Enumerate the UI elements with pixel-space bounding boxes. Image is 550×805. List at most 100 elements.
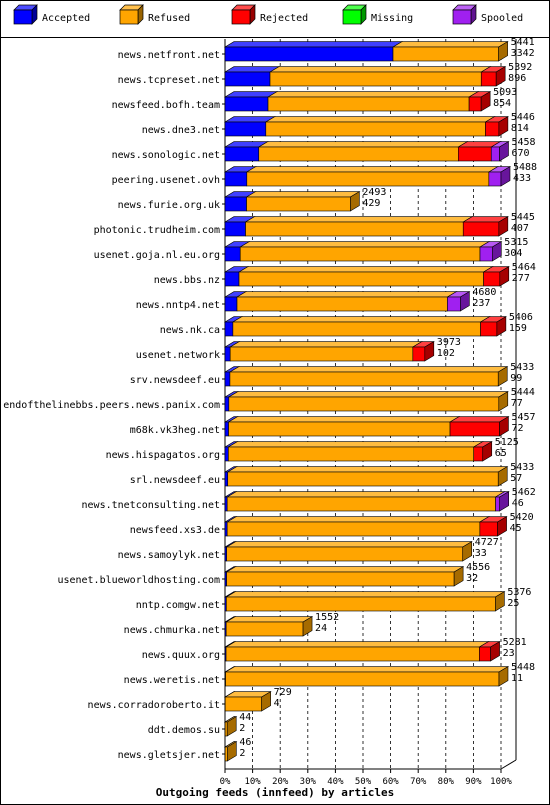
bar-segment xyxy=(483,271,501,287)
value-labels: 5441334253928965093854544681454586705488… xyxy=(239,37,537,759)
bar-segment xyxy=(224,296,238,312)
bar-end-face xyxy=(498,391,509,412)
value-label-second: 814 xyxy=(511,123,529,134)
bar-segment xyxy=(229,346,414,362)
value-label-total: 5458 xyxy=(511,137,535,148)
bar-segment xyxy=(232,321,481,337)
bar-end-face xyxy=(498,116,509,137)
x-tick-label: 10% xyxy=(244,777,261,787)
value-label-total: 46 xyxy=(239,737,251,748)
bar-row xyxy=(223,316,507,337)
bar-row xyxy=(223,441,493,462)
category-label: photonic.trudheim.com xyxy=(94,225,220,236)
value-label-total: 1552 xyxy=(315,612,339,623)
bar-row xyxy=(223,141,510,162)
bar-row xyxy=(223,216,509,237)
value-label-second: 46 xyxy=(512,498,524,509)
bar-segment xyxy=(226,496,496,512)
bar-segment xyxy=(462,221,500,237)
x-tick-label: 100% xyxy=(490,777,512,787)
bar-segment xyxy=(225,646,480,662)
bar-end-face xyxy=(498,666,509,687)
bar-segment xyxy=(224,221,246,237)
x-tick-label: 80% xyxy=(438,777,455,787)
category-label: news.gletsjer.net xyxy=(118,750,220,761)
category-label: ddt.demos.su xyxy=(148,725,220,736)
value-label-total: 4727 xyxy=(475,537,499,548)
bar-segment xyxy=(224,446,229,462)
bar-row xyxy=(223,741,238,762)
bar-end-face xyxy=(497,466,508,487)
bar-row xyxy=(223,716,238,737)
value-label-second: 429 xyxy=(362,198,380,209)
bar-end-face xyxy=(302,616,313,637)
bar-segment xyxy=(226,546,464,562)
bar-end-face xyxy=(350,191,360,212)
bar-segment xyxy=(238,271,484,287)
bar-segment-top xyxy=(224,641,490,648)
bar-segment xyxy=(495,496,500,512)
bar-segment xyxy=(246,196,351,212)
value-label-second: 2 xyxy=(239,748,245,759)
bar-segment xyxy=(224,371,231,387)
bar-row xyxy=(223,341,435,362)
bar-end-face xyxy=(498,41,508,62)
bar-segment xyxy=(480,71,497,87)
bar-segment xyxy=(224,71,271,87)
category-label: news.bbs.nz xyxy=(154,275,220,286)
value-label-second: 102 xyxy=(437,348,455,359)
value-label-second: 72 xyxy=(511,423,523,434)
legend: Accepted Refused Rejected Missing Spooled xyxy=(13,4,523,25)
value-label-second: 277 xyxy=(512,273,530,284)
bar-segment xyxy=(479,521,498,537)
bar-segment xyxy=(473,446,484,462)
value-label-second: 670 xyxy=(511,148,529,159)
bar-end-face xyxy=(497,516,507,537)
legend-item: Refused xyxy=(119,4,190,25)
bar-end-face xyxy=(491,241,502,262)
x-tick-label: 0% xyxy=(220,777,231,787)
bar-segment xyxy=(267,96,470,112)
bar-segment xyxy=(224,421,229,437)
bar-end-face xyxy=(227,741,237,762)
bar-segment xyxy=(447,296,461,312)
legend-label: Missing xyxy=(371,13,413,24)
value-label-second: 99 xyxy=(510,373,522,384)
bar-segment xyxy=(485,121,500,137)
bar-end-face xyxy=(226,716,237,737)
category-label: nntp.comgw.net xyxy=(136,600,220,611)
bar-end-face xyxy=(498,216,509,237)
bar-row xyxy=(223,241,503,262)
bar-row xyxy=(223,416,510,437)
bar-segment-top xyxy=(225,541,473,548)
bar-segment xyxy=(412,346,426,362)
x-tick-label: 30% xyxy=(300,777,317,787)
value-label-total: 5445 xyxy=(511,212,535,223)
value-label-total: 5376 xyxy=(507,587,531,598)
bar-row xyxy=(223,691,272,712)
category-label: news.dne3.net xyxy=(142,125,220,136)
value-label-total: 4680 xyxy=(472,287,496,298)
bar-end-face xyxy=(480,91,491,112)
category-label: usenet.network xyxy=(136,350,220,361)
value-label-total: 5281 xyxy=(503,637,527,648)
bar-end-face xyxy=(500,166,511,187)
bar-segment-top xyxy=(226,491,506,498)
category-label: newsfeed.xs3.de xyxy=(130,525,220,536)
bar-row xyxy=(223,641,501,662)
bar-end-face xyxy=(499,491,509,512)
value-label-total: 5406 xyxy=(509,312,533,323)
bar-segment xyxy=(458,146,492,162)
bar-row xyxy=(223,666,510,687)
bar-segment xyxy=(265,121,486,137)
value-label-total: 5441 xyxy=(511,37,535,48)
legend-item: Missing xyxy=(342,4,413,25)
value-label-second: 304 xyxy=(504,248,522,259)
category-label: news.corradoroberto.it xyxy=(88,700,220,711)
value-label-total: 5444 xyxy=(511,387,535,398)
bar-segment xyxy=(229,371,499,387)
value-label-total: 5420 xyxy=(510,512,534,523)
bar-end-face xyxy=(495,66,506,87)
bar-segment xyxy=(224,271,240,287)
